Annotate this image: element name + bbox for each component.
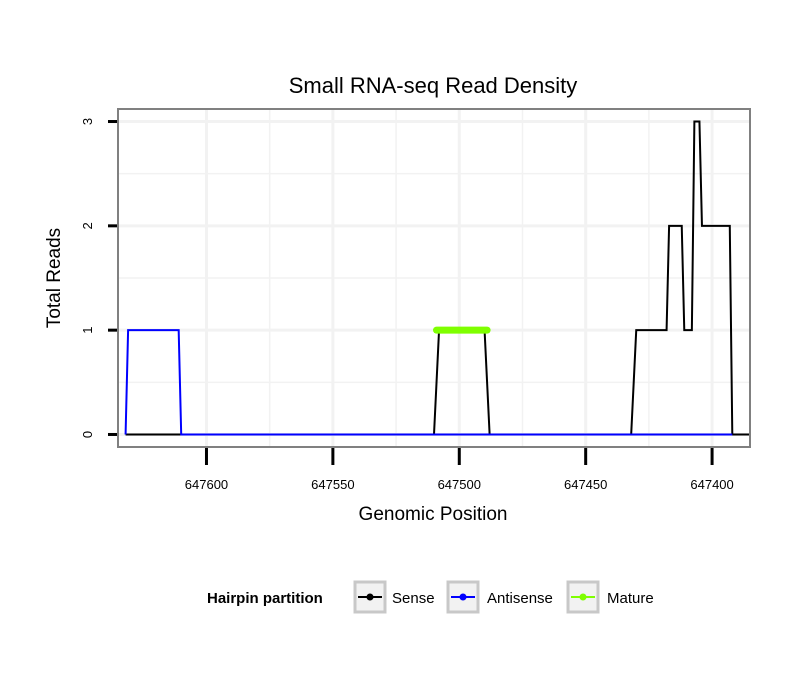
x-axis-title: Genomic Position (359, 504, 508, 525)
x-tick-label-1: 647550 (311, 477, 354, 492)
y-tick-label-2: 2 (80, 222, 95, 229)
series-layer (124, 120, 750, 436)
legend-title: Hairpin partition (207, 590, 323, 607)
x-axis: 647600 647550 647500 647450 647400 (185, 448, 734, 492)
legend-label-sense: Sense (392, 590, 435, 607)
y-tick-label-0: 0 (80, 431, 95, 438)
legend-dot-sense (366, 593, 374, 601)
legend-dot-antisense (459, 593, 467, 601)
legend: Hairpin partition Sense Antisense Mature (207, 580, 654, 614)
legend-label-mature: Mature (607, 590, 654, 607)
chart-title: Small RNA-seq Read Density (289, 73, 578, 98)
x-tick-label-3: 647450 (564, 477, 607, 492)
y-tick-label-3: 3 (80, 118, 95, 125)
legend-item-mature: Mature (566, 580, 654, 614)
y-axis-title: Total Reads (44, 228, 65, 328)
x-tick-label-4: 647400 (690, 477, 733, 492)
series-line-antisense (124, 329, 733, 436)
series-line-sense (125, 120, 750, 436)
plot-border (117, 108, 751, 448)
y-axis: 0 1 2 3 (80, 118, 117, 438)
legend-dot-mature (579, 593, 587, 601)
legend-item-antisense: Antisense (446, 580, 553, 614)
legend-item-sense: Sense (353, 580, 435, 614)
grid-minor (118, 109, 750, 447)
x-tick-label-0: 647600 (185, 477, 228, 492)
y-tick-label-1: 1 (80, 327, 95, 334)
legend-label-antisense: Antisense (487, 590, 553, 607)
x-tick-label-2: 647500 (438, 477, 481, 492)
